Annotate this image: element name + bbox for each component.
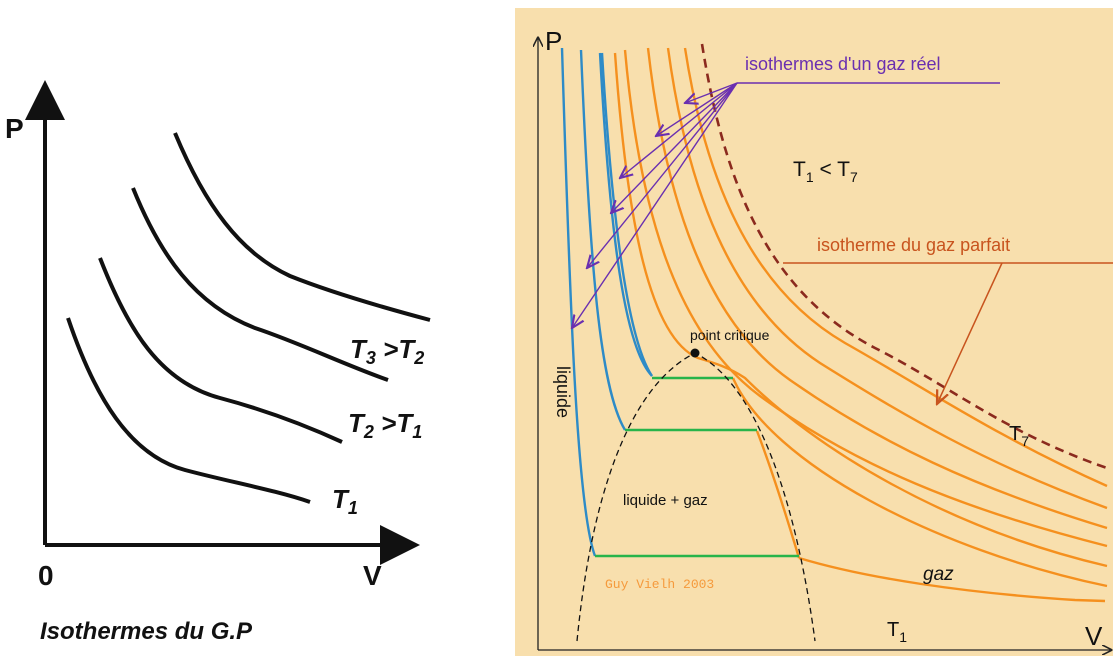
left-isotherm-t3b	[173, 132, 431, 322]
left-label-t2: T2 >T1	[348, 408, 422, 442]
right-axis-v-label: V	[1085, 621, 1103, 651]
left-caption: Isothermes du G.P	[40, 618, 253, 645]
isotherm-t2-liquid	[598, 52, 653, 377]
liquid-gas-label: liquide + gaz	[623, 492, 708, 509]
isotherm-t2-gas	[731, 377, 1108, 588]
purple-arrow-2	[656, 82, 738, 136]
liquid-branch-1	[560, 47, 597, 557]
purple-arrow-5	[572, 82, 738, 328]
isotherm-t6	[666, 47, 1108, 510]
gas-label: gaz	[923, 564, 954, 585]
isotherm-t1-gas	[798, 556, 1106, 603]
liquid-branch-3	[600, 52, 653, 377]
left-isotherm-t1	[66, 317, 311, 504]
purple-arrow-4	[587, 82, 738, 268]
ideal-gas-label: isotherme du gaz parfait	[817, 235, 1010, 255]
ideal-gas-arrow	[937, 262, 1003, 404]
left-axis-v-label: V	[363, 560, 382, 591]
isotherm-t4	[623, 49, 1108, 548]
purple-arrow-6	[620, 82, 738, 178]
real-gas-diagram: P V isothermes d'un gaz réel T1 < T7 iso…	[515, 8, 1113, 656]
purple-arrow-1	[685, 82, 738, 103]
isotherm-t7	[683, 47, 1108, 488]
t1-label: T1	[887, 619, 907, 645]
real-gas-svg: P V isothermes d'un gaz réel T1 < T7 iso…	[515, 26, 1113, 656]
left-axis-p-label: P	[5, 113, 24, 144]
credit-label: Guy Vielh 2003	[605, 577, 714, 592]
ideal-gas-isotherm	[700, 43, 1108, 470]
left-origin-label: 0	[38, 560, 54, 591]
left-label-t1: T1	[332, 484, 358, 518]
left-label-t3: T3 >T2	[350, 334, 424, 368]
ideal-gas-diagram: P V 0 T3 >T2 T2 >T1 T1 Isothermes du G.P	[0, 0, 500, 657]
right-axis-p-label: P	[545, 26, 562, 56]
liquid-label: liquide	[553, 366, 573, 418]
ideal-gas-svg: P V 0 T3 >T2 T2 >T1 T1	[5, 80, 431, 591]
purple-arrow-3	[611, 82, 738, 213]
liquid-branch-2	[579, 49, 627, 431]
critical-point	[690, 348, 700, 358]
isotherm-t5	[646, 47, 1108, 530]
isotherm-t1-mid	[755, 430, 801, 559]
critical-point-label: point critique	[690, 327, 770, 343]
t1-lt-t7: T1 < T7	[793, 158, 858, 185]
left-isotherm-t3a	[131, 187, 389, 382]
left-isotherm-t2	[98, 257, 343, 444]
isotherm-t3	[613, 52, 1108, 568]
t7-label: T7	[1009, 423, 1029, 449]
real-gas-label: isothermes d'un gaz réel	[745, 54, 941, 74]
